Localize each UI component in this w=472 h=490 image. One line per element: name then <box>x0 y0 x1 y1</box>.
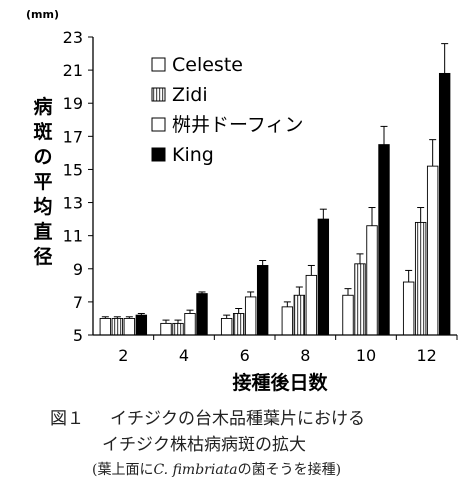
legend-label: Celeste <box>172 54 243 76</box>
y-tick-label: 11 <box>63 227 83 246</box>
bar <box>402 281 415 336</box>
y-tick-label: 9 <box>73 260 83 279</box>
caption-line-1: 図１ イチジクの台木品種葉片における <box>50 404 365 429</box>
chart-area: 5 7 9 11 13 15 17 19 21 23 2 4 6 8 10 12 Celeste Zidi 桝井ド… <box>63 28 458 365</box>
legend-swatch <box>151 57 166 72</box>
legend-label: 桝井ドーフィン <box>172 114 303 136</box>
bar <box>378 144 390 336</box>
legend: Celeste Zidi 桝井ドーフィン King <box>151 54 303 166</box>
bar <box>160 322 172 336</box>
bar <box>220 317 233 336</box>
figure-number: 図１ <box>50 409 84 429</box>
y-axis-title: 病斑の平均直径 <box>33 96 53 268</box>
bar <box>426 165 439 336</box>
caption-line-3: (葉上面にC. fimbriataの菌そうを接種) <box>92 459 365 479</box>
caption-line-2: イチジク株枯病病斑の拡大 <box>102 435 306 455</box>
caption-species: C. fimbriata <box>153 462 238 478</box>
y-tick-label: 17 <box>63 127 83 146</box>
bar <box>99 317 112 336</box>
y-tick-label: 5 <box>73 326 83 345</box>
bar <box>184 313 196 336</box>
bar <box>354 263 366 336</box>
x-tick-label: 2 <box>118 346 128 365</box>
y-unit-label: (mm) <box>26 8 59 21</box>
bars-layer <box>99 43 451 336</box>
bar <box>305 274 318 336</box>
axes-layer: 5 7 9 11 13 15 17 19 21 23 2 4 6 8 10 12 <box>63 28 458 365</box>
bar <box>438 72 451 336</box>
bar <box>196 293 208 336</box>
bar <box>256 265 269 336</box>
caption-note-pre: (葉上面に <box>92 462 154 478</box>
bar <box>123 317 136 336</box>
legend-label: King <box>172 144 214 166</box>
bar <box>244 296 257 336</box>
x-tick-label: 6 <box>240 346 250 365</box>
bar <box>317 218 330 336</box>
bar <box>366 225 378 336</box>
y-tick-label: 23 <box>63 28 83 47</box>
x-tick-label: 8 <box>300 346 310 365</box>
bar <box>135 314 148 336</box>
y-tick-label: 15 <box>63 160 83 179</box>
x-tick-label: 4 <box>179 346 189 365</box>
legend-swatch <box>151 147 166 162</box>
x-axis-title: 接種後日数 <box>232 372 328 394</box>
bar <box>232 313 245 336</box>
y-tick-label: 7 <box>73 293 83 312</box>
legend-swatch <box>151 117 166 132</box>
caption-title: イチジクの台木品種葉片における <box>110 409 365 429</box>
caption-note-post: の菌そうを接種) <box>237 462 342 478</box>
y-tick-label: 21 <box>63 61 83 80</box>
bar <box>293 294 306 336</box>
x-tick-label: 10 <box>356 346 376 365</box>
bar <box>111 317 124 336</box>
bar <box>414 221 427 336</box>
legend-swatch <box>151 87 166 102</box>
y-tick-label: 13 <box>63 194 83 213</box>
x-tick-label: 12 <box>416 346 436 365</box>
bar <box>281 306 294 336</box>
figure-caption: 図１ イチジクの台木品種葉片における イチジク株枯病病斑の拡大 (葉上面にC. f… <box>50 404 365 479</box>
bar <box>172 322 184 336</box>
bar <box>342 294 354 336</box>
legend-label: Zidi <box>172 84 208 106</box>
y-tick-label: 19 <box>63 94 83 113</box>
